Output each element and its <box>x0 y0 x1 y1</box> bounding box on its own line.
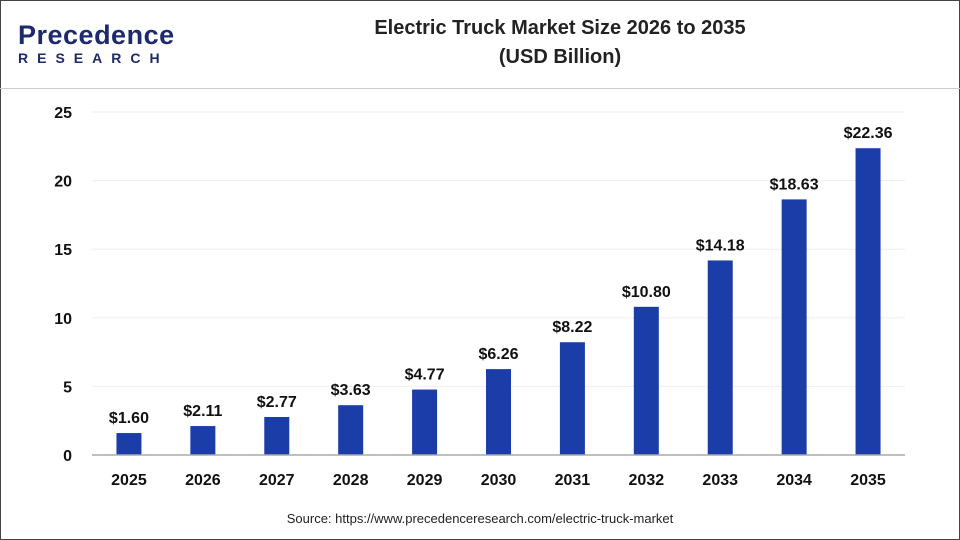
bar-2032 <box>633 306 659 455</box>
bar-2033 <box>707 260 733 455</box>
y-tick-label: 15 <box>54 242 72 259</box>
y-tick-label: 25 <box>54 105 72 122</box>
bar-2031 <box>559 342 585 455</box>
bar-2029 <box>412 389 438 455</box>
title-line2: (USD Billion) <box>498 46 622 68</box>
x-tick-label: 2032 <box>629 472 665 489</box>
bar-2034 <box>781 199 807 455</box>
x-tick-label: 2034 <box>776 472 812 489</box>
y-tick-label: 10 <box>54 311 72 328</box>
x-tick-label: 2027 <box>259 472 295 489</box>
title-line1: Electric Truck Market Size 2026 to 2035 <box>374 17 746 39</box>
x-tick-label: 2033 <box>702 472 738 489</box>
bar-2030 <box>486 369 511 455</box>
y-tick-label: 5 <box>63 379 72 396</box>
chart-title: Electric Truck Market Size 2026 to 2035 … <box>260 14 860 72</box>
bar-2025 <box>116 433 142 455</box>
data-label: $2.77 <box>257 394 297 411</box>
bar-2027 <box>264 416 290 455</box>
data-label: $22.36 <box>844 125 893 142</box>
y-tick-label: 0 <box>63 448 72 465</box>
data-label: $3.63 <box>331 382 371 399</box>
x-tick-label: 2035 <box>850 472 886 489</box>
data-label: $4.77 <box>405 367 445 384</box>
data-label: $18.63 <box>770 176 819 193</box>
x-tick-label: 2025 <box>111 472 147 489</box>
data-label: $2.11 <box>183 403 222 420</box>
bar-2026 <box>190 426 216 455</box>
data-label: $10.80 <box>622 284 671 301</box>
x-tick-label: 2028 <box>333 472 369 489</box>
logo-line1: Precedence <box>18 20 175 50</box>
logo-line2: RESEARCH <box>18 50 169 66</box>
x-tick-label: 2026 <box>185 472 221 489</box>
bar-2035 <box>855 148 881 455</box>
data-label: $6.26 <box>478 346 518 363</box>
x-tick-label: 2030 <box>481 472 517 489</box>
header-divider <box>0 88 960 89</box>
source-text: Source: https://www.precedenceresearch.c… <box>286 511 674 526</box>
data-label: $14.18 <box>696 237 745 254</box>
data-label: $1.60 <box>109 410 149 427</box>
bar-2028 <box>338 405 364 455</box>
logo: Precedence RESEARCH <box>18 20 175 67</box>
x-tick-label: 2031 <box>555 472 591 489</box>
y-tick-label: 20 <box>54 174 72 191</box>
data-label: $8.22 <box>552 319 592 336</box>
x-tick-label: 2029 <box>407 472 443 489</box>
